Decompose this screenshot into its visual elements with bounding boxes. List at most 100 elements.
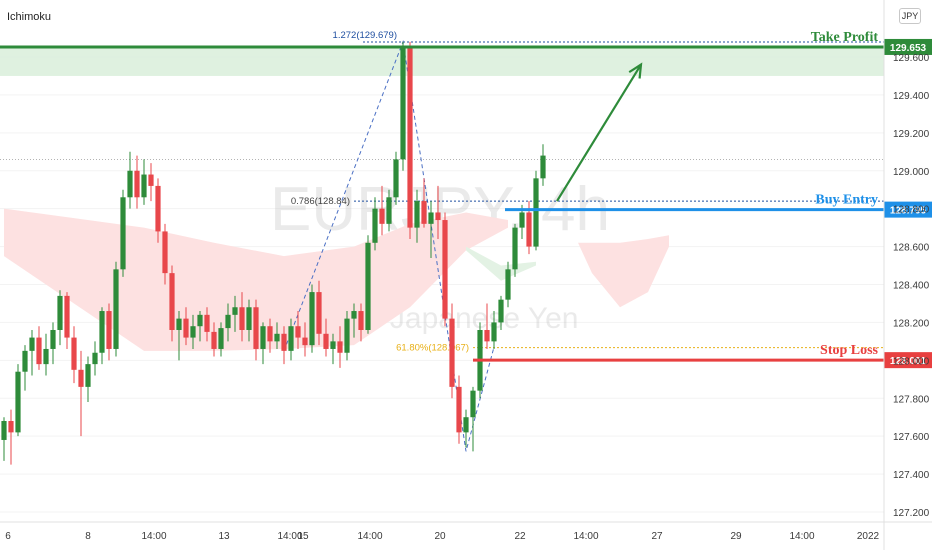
candle-body (288, 326, 294, 351)
x-tick-label: 14:00 (277, 531, 302, 542)
candle-body (15, 371, 21, 433)
candle-body (512, 227, 518, 270)
ichimoku-cloud (4, 208, 669, 351)
candle-body (442, 220, 448, 319)
level-name-stop_loss: Stop Loss (820, 343, 879, 358)
price-tag-label-take_profit: 129.653 (890, 43, 927, 54)
trade-levels: Take Profit 129.653 Buy Entry 128.795 Stop L… (0, 30, 932, 369)
y-tick-label: 128.400 (893, 281, 930, 292)
candle-body (246, 307, 252, 330)
fib-label-upper: 1.272(129.679) (333, 30, 397, 41)
candle-body (85, 364, 91, 387)
fib-label-mid: 0.786(128.84) (291, 196, 350, 207)
candle-body (127, 170, 133, 198)
candle-body (540, 155, 546, 179)
candle-body (351, 311, 357, 319)
candle-body (372, 208, 378, 243)
candle-body (120, 197, 126, 270)
candle-body (99, 311, 105, 353)
candle-body (204, 314, 210, 332)
candle-body (344, 318, 350, 353)
candle-body (498, 299, 504, 323)
candle-body (295, 326, 301, 338)
y-tick-label: 129.000 (893, 167, 930, 178)
candle-body (36, 337, 42, 365)
x-tick-label: 14:00 (357, 531, 382, 542)
harmonic-pattern: 1.272(129.679) 0.786(128.84) 61.80%(128.06… (283, 30, 884, 452)
candle-body (393, 159, 399, 198)
candle-body (141, 174, 147, 198)
candle-body (134, 170, 140, 198)
candle-body (365, 242, 371, 330)
x-tick-label: 15 (297, 531, 309, 542)
candle-body (456, 386, 462, 433)
cloud-bullish (466, 246, 536, 281)
candle-body (358, 311, 364, 330)
candle-body (260, 326, 266, 349)
candle-body (302, 337, 308, 346)
candle-body (379, 208, 385, 224)
y-tick-label: 128.200 (893, 318, 930, 329)
projection-arrow (556, 62, 643, 202)
x-tick-label: 14:00 (141, 531, 166, 542)
candle-body (211, 331, 217, 349)
candle-body (71, 337, 77, 370)
candle-body (22, 350, 28, 372)
candle-body (533, 178, 539, 247)
y-tick-label: 128.000 (893, 356, 930, 367)
candle-body (519, 212, 525, 228)
x-tick-label: 13 (218, 531, 230, 542)
harmonic-leg (283, 39, 495, 452)
x-tick-label: 2022 (857, 531, 880, 542)
candle-body (57, 295, 63, 330)
cloud-bearish (4, 208, 508, 351)
candle-body (1, 421, 7, 440)
y-tick-label: 129.600 (893, 53, 930, 64)
candle-body (491, 322, 497, 342)
candle-body (92, 352, 98, 365)
candle-body (176, 318, 182, 330)
candle-body (239, 307, 245, 330)
price-tag-take_profit (884, 38, 932, 55)
candle-body (274, 333, 280, 342)
currency-badge[interactable]: JPY (899, 8, 921, 24)
candle-body (316, 292, 322, 334)
candle-body (169, 273, 175, 330)
y-tick-label: 127.200 (893, 508, 930, 519)
candle-body (463, 417, 469, 433)
candle-body (526, 212, 532, 247)
candle-body (281, 333, 287, 351)
x-tick-label: 6 (5, 531, 11, 542)
candle-body (407, 45, 413, 228)
candle-body (232, 307, 238, 315)
candle-body (435, 212, 441, 221)
price-tag-buy_entry (884, 201, 932, 218)
level-name-take_profit: Take Profit (811, 30, 879, 45)
indicator-label[interactable]: Ichimoku (7, 11, 52, 23)
level-name-buy_entry: Buy Entry (815, 193, 878, 208)
candle-body (414, 201, 420, 228)
candle-body (64, 295, 70, 338)
price-tag-label-stop_loss: 128.001 (890, 356, 927, 367)
candle-body (29, 337, 35, 351)
candle-body (428, 212, 434, 224)
take-profit-zone (0, 46, 884, 160)
candle-body (183, 318, 189, 338)
y-tick-label: 128.800 (893, 205, 930, 216)
x-tick-label: 27 (651, 531, 663, 542)
candles (1, 41, 546, 465)
cloud-bearish-forward (578, 235, 669, 308)
price-tag-stop_loss (884, 352, 932, 369)
candle-body (470, 390, 476, 418)
candle-body (400, 45, 406, 160)
candle-body (323, 333, 329, 349)
candle-body (505, 269, 511, 300)
x-tick-label: 22 (514, 531, 526, 542)
y-tick-label: 129.400 (893, 91, 930, 102)
candle-body (218, 328, 224, 349)
x-tick-label: 8 (85, 531, 91, 542)
take-profit-zone-band (0, 46, 884, 76)
candle-body (162, 231, 168, 274)
